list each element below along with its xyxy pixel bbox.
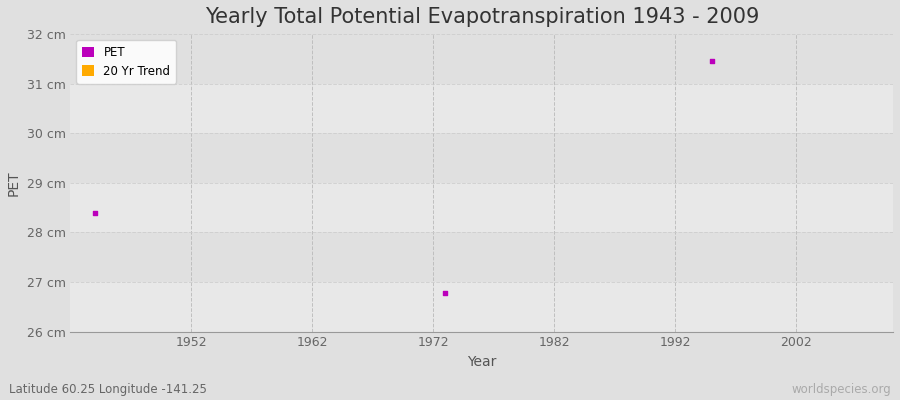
Bar xyxy=(70,232,893,282)
Text: Latitude 60.25 Longitude -141.25: Latitude 60.25 Longitude -141.25 xyxy=(9,383,207,396)
PET xyxy=(438,290,453,296)
Bar xyxy=(70,282,893,332)
Bar xyxy=(70,183,893,232)
Bar xyxy=(70,133,893,183)
Bar xyxy=(70,84,893,133)
PET xyxy=(705,58,719,64)
Y-axis label: PET: PET xyxy=(7,170,21,196)
PET xyxy=(87,210,102,216)
X-axis label: Year: Year xyxy=(467,355,497,369)
Bar xyxy=(70,34,893,84)
Text: worldspecies.org: worldspecies.org xyxy=(791,383,891,396)
Title: Yearly Total Potential Evapotranspiration 1943 - 2009: Yearly Total Potential Evapotranspiratio… xyxy=(204,7,759,27)
Legend: PET, 20 Yr Trend: PET, 20 Yr Trend xyxy=(76,40,176,84)
